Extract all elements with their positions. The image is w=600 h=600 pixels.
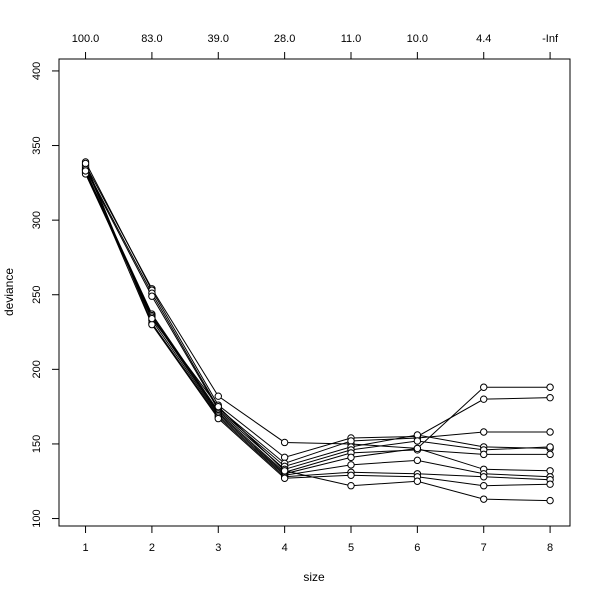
data-point [480, 383, 488, 391]
series-line [85, 172, 551, 473]
series-layer [81, 158, 554, 505]
data-point [546, 480, 554, 488]
x-tick-label: 7 [481, 542, 487, 554]
plot-frame [58, 58, 571, 527]
data-point [214, 392, 222, 400]
data-point [480, 450, 488, 459]
data-point [546, 496, 554, 505]
y-tick-label: 300 [31, 211, 43, 229]
series-line [85, 161, 551, 458]
y-axis-label: deviance [2, 268, 16, 316]
data-point [480, 473, 488, 481]
x-tick-label: 3 [215, 542, 221, 554]
data-point [81, 167, 90, 175]
data-point [413, 437, 422, 445]
x-tick-label: 2 [149, 542, 155, 554]
y-tick-label: 100 [31, 509, 43, 527]
x-axis: 1 2 3 4 5 6 7 8 [82, 525, 553, 554]
data-point [413, 456, 422, 465]
x-tick-label: 4 [282, 542, 288, 554]
series-line [85, 167, 551, 464]
data-point [546, 467, 554, 475]
data-point [347, 453, 355, 462]
data-point [480, 482, 488, 490]
y-tick-label: 150 [31, 435, 43, 453]
series-line [85, 170, 551, 470]
data-point [546, 428, 554, 436]
data-point [480, 495, 488, 503]
data-point [546, 450, 554, 459]
data-point [413, 431, 422, 439]
data-point [280, 438, 289, 447]
series-line [85, 169, 551, 467]
top-tick-label: 39.0 [208, 33, 229, 45]
data-point [413, 444, 422, 453]
data-point [347, 471, 355, 479]
data-point [280, 467, 289, 475]
series-line [85, 163, 551, 481]
x-axis-label: size [303, 570, 325, 584]
top-axis: 100.0 83.0 39.0 28.0 11.0 10.0 4.4 -Inf [72, 33, 559, 60]
top-tick-label: 83.0 [141, 33, 162, 45]
data-point [148, 292, 156, 300]
data-point [413, 477, 422, 485]
data-point [546, 383, 554, 391]
series-line [85, 164, 551, 449]
top-tick-label: 4.4 [476, 33, 491, 45]
series-line [85, 169, 551, 487]
y-tick-label: 350 [31, 136, 43, 154]
series-line [85, 166, 551, 478]
top-tick-label: 11.0 [341, 33, 362, 45]
data-point [480, 428, 488, 436]
data-point [280, 474, 289, 482]
top-tick-label: 10.0 [407, 33, 428, 45]
data-point [347, 482, 355, 490]
y-axis: 100 150 200 250 300 350 400 [31, 62, 60, 528]
y-tick-label: 250 [31, 286, 43, 304]
data-point [546, 443, 554, 451]
data-point [148, 320, 156, 329]
data-point [347, 461, 355, 469]
y-tick-label: 400 [31, 62, 43, 80]
data-point [214, 414, 222, 423]
data-point [81, 159, 90, 168]
data-point [214, 402, 222, 411]
y-tick-label: 200 [31, 360, 43, 378]
x-tick-label: 5 [348, 542, 354, 554]
x-tick-label: 1 [82, 542, 88, 554]
top-tick-label: 100.0 [72, 33, 100, 45]
data-point [480, 395, 488, 403]
data-point [546, 393, 554, 402]
x-tick-label: 6 [414, 542, 420, 554]
series-line [85, 170, 551, 502]
top-tick-label: 28.0 [274, 33, 295, 45]
data-point [347, 437, 355, 445]
top-tick-label: -Inf [542, 33, 559, 45]
x-tick-label: 8 [547, 542, 553, 554]
data-point [148, 314, 156, 323]
data-point [280, 453, 289, 462]
